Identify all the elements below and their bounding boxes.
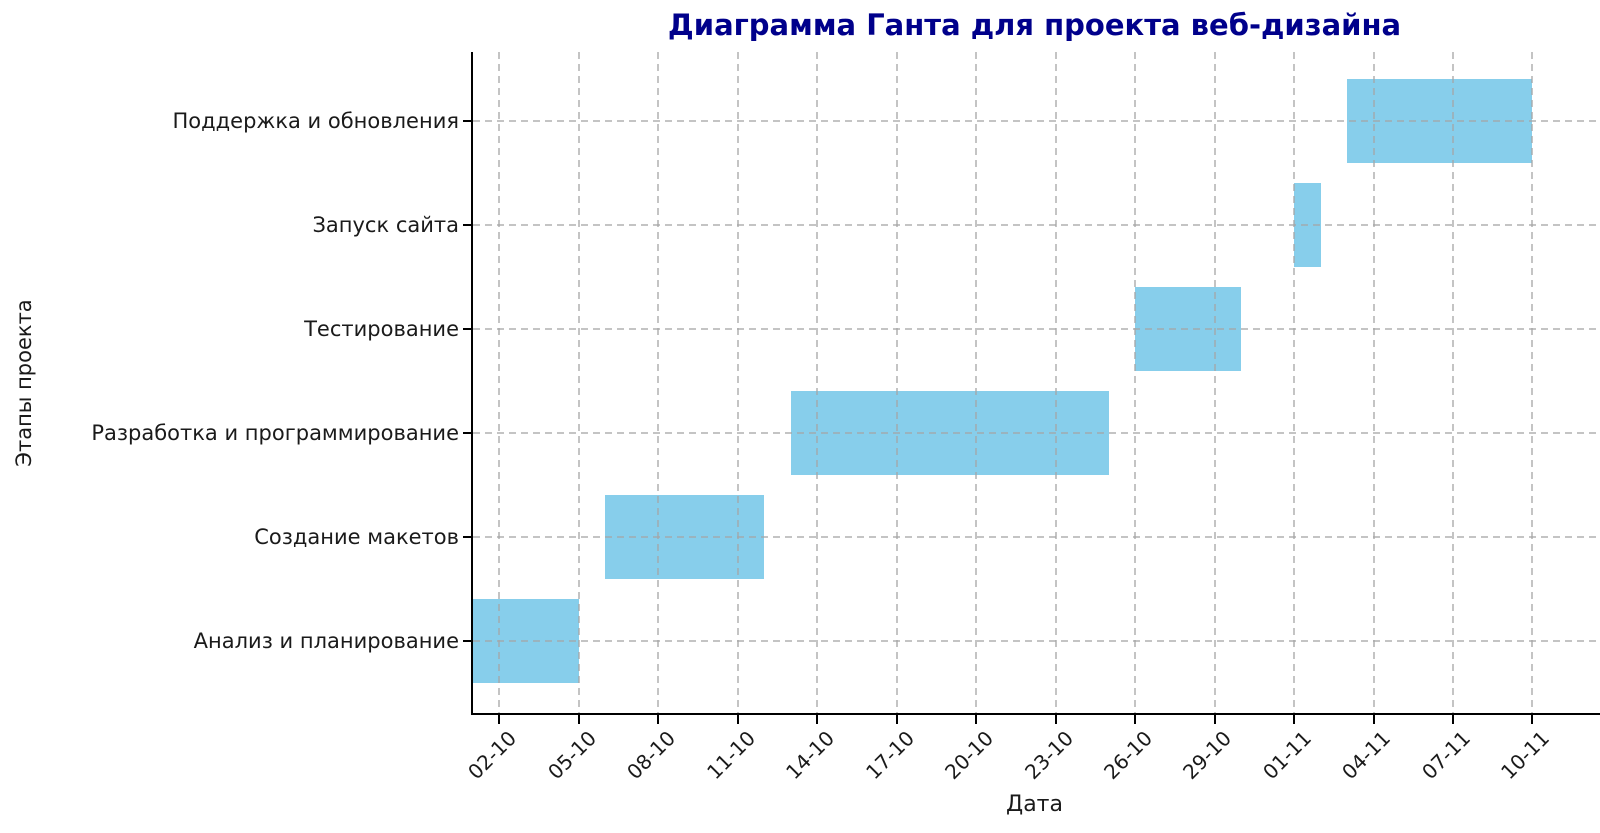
x-tick-label-text: 23-10 <box>1019 726 1078 785</box>
x-tick-mark <box>1531 715 1534 724</box>
x-tick-label-text: 01-11 <box>1257 726 1317 785</box>
x-tick-mark <box>657 715 660 724</box>
vertical-gridline <box>736 52 739 713</box>
vertical-gridline <box>1293 52 1296 713</box>
y-tick-label: Создание макетов <box>254 525 459 549</box>
x-tick-label-text: 02-10 <box>463 726 522 785</box>
x-tick-label-text: 07-11 <box>1416 726 1475 785</box>
x-tick-mark <box>816 715 819 724</box>
horizontal-gridline <box>473 536 1600 538</box>
y-tick-mark <box>463 328 472 330</box>
vertical-gridline <box>1451 52 1454 713</box>
y-tick-label: Анализ и планирование <box>193 629 459 653</box>
x-tick-mark <box>1372 715 1375 724</box>
x-tick-label-text: 17-10 <box>860 726 919 785</box>
y-tick-mark <box>463 120 472 122</box>
y-tick-mark <box>463 640 472 642</box>
x-tick-label-text: 29-10 <box>1178 726 1237 785</box>
vertical-gridline <box>975 52 978 713</box>
x-tick-label-text: 08-10 <box>622 726 681 785</box>
vertical-gridline <box>498 52 501 713</box>
x-tick-mark <box>498 715 501 724</box>
vertical-gridline <box>1213 52 1216 713</box>
y-tick-label: Запуск сайта <box>312 213 459 237</box>
x-tick-mark <box>736 715 739 724</box>
y-tick-mark <box>463 224 472 226</box>
vertical-gridline <box>657 52 660 713</box>
vertical-gridline <box>816 52 819 713</box>
y-tick-label: Разработка и программирование <box>91 421 459 445</box>
y-tick-mark <box>463 536 472 538</box>
vertical-gridline <box>1372 52 1375 713</box>
x-axis-spine <box>471 713 1600 715</box>
horizontal-gridline <box>473 640 1600 642</box>
x-tick-mark <box>577 715 580 724</box>
x-tick-mark <box>975 715 978 724</box>
x-tick-label-text: 20-10 <box>940 726 999 785</box>
y-axis-spine <box>471 52 473 715</box>
x-tick-label-text: 10-11 <box>1496 726 1555 785</box>
chart-title: Диаграмма Ганта для проекта веб-дизайна <box>667 8 1402 42</box>
vertical-gridline <box>1134 52 1137 713</box>
vertical-gridline <box>895 52 898 713</box>
vertical-gridline <box>1531 52 1534 713</box>
x-tick-mark <box>1293 715 1296 724</box>
y-tick-mark <box>463 432 472 434</box>
x-tick-label-text: 14-10 <box>781 726 840 785</box>
vertical-gridline <box>577 52 580 713</box>
x-tick-mark <box>1451 715 1454 724</box>
horizontal-gridline <box>473 432 1600 434</box>
x-axis-label: Дата <box>1006 792 1063 817</box>
y-tick-label: Тестирование <box>304 317 459 341</box>
x-tick-label-text: 11-10 <box>701 726 760 785</box>
vertical-gridline <box>1054 52 1057 713</box>
horizontal-gridline <box>473 224 1600 226</box>
x-tick-label-text: 05-10 <box>542 726 601 785</box>
y-tick-label: Поддержка и обновления <box>172 109 459 133</box>
x-tick-label-text: 04-11 <box>1337 726 1396 785</box>
x-tick-mark <box>1213 715 1216 724</box>
y-axis-label: Этапы проекта <box>12 299 36 467</box>
horizontal-gridline <box>473 120 1600 122</box>
x-tick-mark <box>1054 715 1057 724</box>
x-tick-mark <box>1134 715 1137 724</box>
x-tick-mark <box>895 715 898 724</box>
x-tick-label-text: 26-10 <box>1099 726 1158 785</box>
horizontal-gridline <box>473 328 1600 330</box>
